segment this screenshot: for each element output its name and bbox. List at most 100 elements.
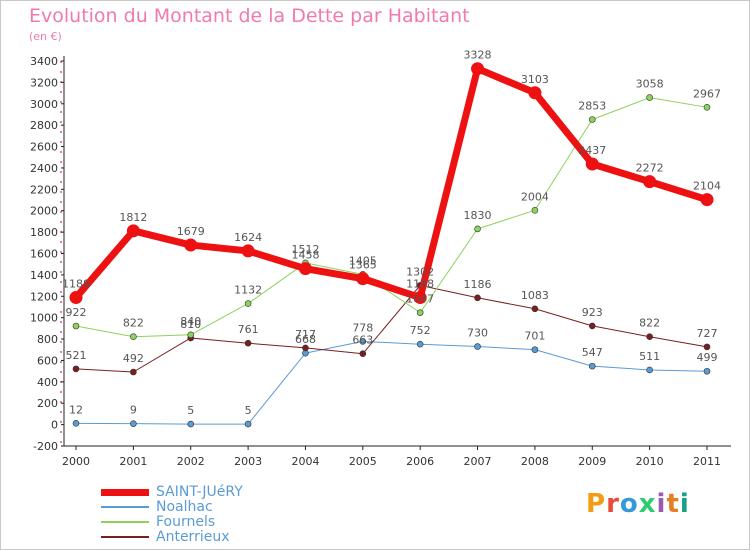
y-tick-label: 400	[37, 376, 58, 389]
y-axis-minor-dot	[60, 221, 62, 223]
legend-swatch-saint-juery	[101, 488, 149, 496]
data-label-saint-ju-ry: 3103	[521, 73, 549, 86]
data-point-fournels	[187, 331, 195, 339]
data-label-saint-ju-ry: 3328	[464, 49, 492, 62]
y-tick-label: 800	[37, 333, 58, 346]
data-point-saint-ju-ry	[241, 244, 255, 258]
data-point-fournels	[244, 300, 252, 307]
y-tick-label: 2600	[30, 141, 58, 154]
data-point-anterrieux	[531, 305, 539, 313]
data-label-saint-ju-ry: 2272	[636, 162, 664, 175]
data-point-noalhac	[646, 366, 653, 374]
x-tick-label: 2011	[693, 455, 721, 468]
y-tick-label: 0	[51, 419, 58, 432]
data-point-fournels	[531, 206, 539, 214]
data-point-saint-ju-ry	[471, 62, 485, 76]
data-label-noalhac: 752	[410, 324, 431, 337]
y-tick-label: 3000	[30, 98, 58, 111]
legend-swatch-noalhac	[101, 506, 149, 508]
y-axis-minor-dot	[60, 331, 62, 333]
data-label-fournels: 1047	[406, 293, 434, 306]
data-label-noalhac: 12	[69, 403, 83, 416]
data-label-anterrieux: 1186	[464, 278, 492, 291]
data-point-anterrieux	[244, 339, 252, 347]
data-point-anterrieux	[588, 322, 596, 330]
y-axis-minor-dot	[60, 391, 62, 393]
y-axis-minor-dot	[60, 91, 62, 93]
data-point-noalhac	[72, 420, 80, 427]
data-point-saint-ju-ry	[528, 86, 542, 100]
y-axis-minor-dot	[60, 411, 62, 413]
data-point-saint-ju-ry	[356, 272, 370, 286]
y-tick-label: 600	[37, 354, 58, 367]
data-label-anterrieux: 761	[238, 323, 259, 336]
legend-label-saint-juery: SAINT-JUéRY	[156, 484, 243, 500]
y-axis-minor-dot	[60, 141, 62, 143]
data-point-fournels	[130, 333, 137, 341]
data-label-noalhac: 547	[582, 346, 603, 359]
y-axis-minor-dot	[60, 271, 62, 273]
data-point-anterrieux	[130, 368, 137, 376]
y-tick-label: 1000	[30, 312, 58, 325]
y-axis-minor-dot	[60, 251, 62, 253]
y-axis-minor-dot	[60, 281, 62, 283]
y-axis-minor-dot	[60, 71, 62, 73]
axes	[60, 56, 731, 447]
data-label-saint-ju-ry: 1188	[406, 278, 434, 291]
y-tick-label: 2000	[30, 205, 58, 218]
logo-letter: i	[679, 489, 690, 519]
data-label-anterrieux: 1083	[521, 289, 549, 302]
data-point-noalhac	[531, 346, 539, 353]
data-point-noalhac	[130, 420, 137, 427]
x-tick-label: 2005	[349, 455, 377, 468]
x-tick-label: 2002	[177, 455, 205, 468]
y-axis-minor-dot	[60, 421, 62, 423]
x-tick-label: 2008	[521, 455, 549, 468]
data-point-anterrieux	[302, 344, 309, 352]
data-label-saint-ju-ry: 1624	[234, 231, 262, 244]
data-label-noalhac: 730	[467, 327, 488, 340]
y-axis-minor-dot	[60, 181, 62, 183]
data-point-saint-ju-ry	[643, 175, 657, 189]
y-axis-minor-dot	[60, 291, 62, 293]
data-point-fournels	[646, 94, 653, 101]
data-label-saint-ju-ry: 1458	[291, 249, 319, 262]
data-point-saint-ju-ry	[700, 193, 714, 207]
legend-label-fournels: Fournels	[156, 514, 216, 530]
y-axis-minor-dot	[60, 371, 62, 373]
x-tick-label: 2000	[62, 455, 90, 468]
data-point-noalhac	[244, 420, 252, 428]
data-point-saint-ju-ry	[298, 262, 312, 276]
y-axis-minor-dot	[60, 311, 62, 313]
proxiti-logo[interactable]: Proxiti	[586, 489, 690, 519]
y-axis-minor-dot	[60, 151, 62, 153]
legend-label-anterrieux: Anterrieux	[156, 529, 230, 545]
data-point-noalhac	[588, 362, 596, 370]
data-point-fournels	[474, 225, 481, 233]
data-label-noalhac: 778	[352, 321, 373, 334]
y-axis-minor-dot	[60, 341, 62, 343]
data-label-fournels: 840	[180, 315, 201, 328]
data-label-fournels: 1830	[464, 209, 492, 222]
logo-letter: o	[619, 489, 639, 519]
data-point-saint-ju-ry	[585, 157, 599, 171]
data-label-noalhac: 701	[524, 330, 545, 343]
data-point-saint-ju-ry	[413, 291, 427, 305]
y-axis-minor-dot	[60, 211, 62, 213]
y-axis-minor-dot	[60, 431, 62, 433]
y-tick-label: 1600	[30, 248, 58, 261]
x-tick-label: 2007	[464, 455, 492, 468]
data-labels-group: 12 9 5 5 668 778 752 730 701 547 511 499 521 492 810 76…	[62, 49, 721, 417]
y-tick-label: 1200	[30, 290, 58, 303]
data-label-saint-ju-ry: 1188	[62, 278, 90, 291]
series-line-fournels	[75, 97, 708, 338]
y-axis-minor-dot	[60, 111, 62, 113]
y-tick-label: 1800	[30, 226, 58, 239]
data-label-fournels: 2967	[693, 87, 721, 100]
logo-letter: t	[666, 489, 680, 519]
data-label-anterrieux: 663	[352, 334, 373, 347]
data-label-noalhac: 5	[187, 404, 194, 417]
data-label-anterrieux: 521	[66, 349, 87, 362]
series-line-noalhac	[75, 340, 708, 425]
